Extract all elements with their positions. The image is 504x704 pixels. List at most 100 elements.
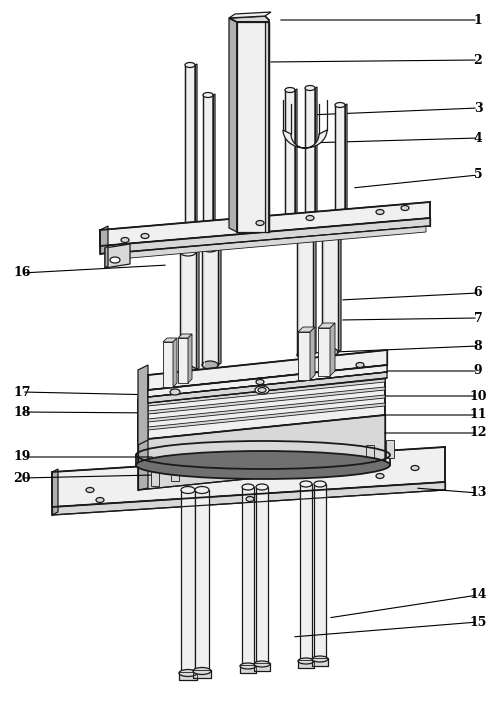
- Polygon shape: [202, 248, 218, 365]
- Ellipse shape: [376, 210, 384, 215]
- Text: 3: 3: [474, 101, 482, 115]
- Polygon shape: [138, 365, 148, 445]
- Polygon shape: [330, 323, 335, 376]
- Polygon shape: [300, 484, 312, 660]
- Text: 8: 8: [474, 339, 482, 353]
- Text: 4: 4: [474, 132, 482, 144]
- Polygon shape: [185, 65, 195, 238]
- Ellipse shape: [256, 379, 264, 384]
- Polygon shape: [298, 327, 315, 332]
- Ellipse shape: [322, 216, 338, 224]
- Polygon shape: [181, 490, 195, 672]
- Ellipse shape: [180, 366, 196, 374]
- Ellipse shape: [110, 257, 120, 263]
- Ellipse shape: [297, 351, 313, 359]
- Polygon shape: [314, 484, 326, 658]
- Polygon shape: [178, 334, 192, 338]
- Ellipse shape: [141, 234, 149, 239]
- Text: 20: 20: [13, 472, 31, 484]
- Polygon shape: [283, 130, 327, 148]
- Text: 1: 1: [474, 13, 482, 27]
- Polygon shape: [229, 12, 271, 18]
- Polygon shape: [366, 445, 374, 463]
- Polygon shape: [138, 415, 385, 490]
- Polygon shape: [242, 487, 254, 665]
- Ellipse shape: [170, 389, 180, 395]
- Polygon shape: [163, 338, 177, 342]
- Ellipse shape: [195, 486, 209, 494]
- Polygon shape: [297, 224, 313, 355]
- Polygon shape: [108, 226, 426, 260]
- Text: 16: 16: [13, 267, 31, 279]
- Polygon shape: [313, 222, 316, 355]
- Polygon shape: [171, 463, 179, 481]
- Polygon shape: [213, 94, 215, 240]
- Polygon shape: [229, 18, 237, 232]
- Polygon shape: [100, 226, 108, 254]
- Polygon shape: [318, 323, 335, 328]
- Polygon shape: [52, 482, 445, 515]
- Polygon shape: [138, 387, 385, 415]
- Polygon shape: [173, 338, 177, 387]
- Polygon shape: [138, 395, 385, 423]
- Polygon shape: [188, 334, 192, 383]
- Polygon shape: [138, 375, 385, 440]
- Polygon shape: [52, 469, 58, 515]
- Polygon shape: [138, 403, 385, 431]
- Ellipse shape: [202, 244, 218, 252]
- Ellipse shape: [285, 87, 295, 92]
- Polygon shape: [148, 350, 387, 390]
- Ellipse shape: [297, 220, 313, 228]
- Text: 14: 14: [469, 589, 487, 601]
- Polygon shape: [298, 332, 310, 380]
- Polygon shape: [148, 365, 387, 397]
- Polygon shape: [151, 468, 159, 486]
- Text: 12: 12: [469, 427, 487, 439]
- Ellipse shape: [203, 92, 213, 97]
- Polygon shape: [335, 105, 345, 222]
- Ellipse shape: [96, 498, 104, 503]
- Polygon shape: [285, 90, 295, 227]
- Text: 13: 13: [469, 486, 487, 500]
- Polygon shape: [318, 328, 330, 376]
- Text: 18: 18: [13, 406, 31, 418]
- Polygon shape: [148, 365, 387, 397]
- Ellipse shape: [179, 670, 197, 677]
- Ellipse shape: [306, 215, 314, 220]
- Polygon shape: [386, 440, 394, 458]
- Ellipse shape: [180, 248, 196, 256]
- Polygon shape: [196, 250, 199, 370]
- Ellipse shape: [335, 103, 345, 108]
- Polygon shape: [105, 244, 130, 268]
- Ellipse shape: [258, 387, 266, 393]
- Ellipse shape: [121, 237, 129, 242]
- Polygon shape: [180, 252, 196, 370]
- Polygon shape: [265, 22, 269, 232]
- Ellipse shape: [300, 481, 312, 487]
- Polygon shape: [195, 64, 197, 238]
- Ellipse shape: [242, 484, 254, 490]
- Polygon shape: [254, 663, 270, 671]
- Polygon shape: [218, 246, 221, 365]
- Polygon shape: [148, 372, 387, 403]
- Polygon shape: [179, 672, 197, 680]
- Text: 10: 10: [469, 389, 487, 403]
- Ellipse shape: [322, 348, 338, 356]
- Text: 15: 15: [469, 615, 487, 629]
- Ellipse shape: [298, 658, 314, 664]
- Polygon shape: [312, 658, 328, 666]
- Polygon shape: [178, 338, 188, 383]
- Polygon shape: [163, 342, 173, 387]
- Text: 7: 7: [474, 311, 482, 325]
- Ellipse shape: [202, 361, 218, 369]
- Polygon shape: [295, 89, 297, 227]
- Ellipse shape: [312, 656, 328, 662]
- Text: 5: 5: [474, 168, 482, 182]
- Ellipse shape: [86, 487, 94, 493]
- Polygon shape: [100, 202, 430, 246]
- Ellipse shape: [185, 63, 195, 68]
- Ellipse shape: [401, 206, 409, 210]
- Polygon shape: [310, 327, 315, 380]
- Polygon shape: [229, 16, 269, 22]
- Polygon shape: [345, 104, 347, 222]
